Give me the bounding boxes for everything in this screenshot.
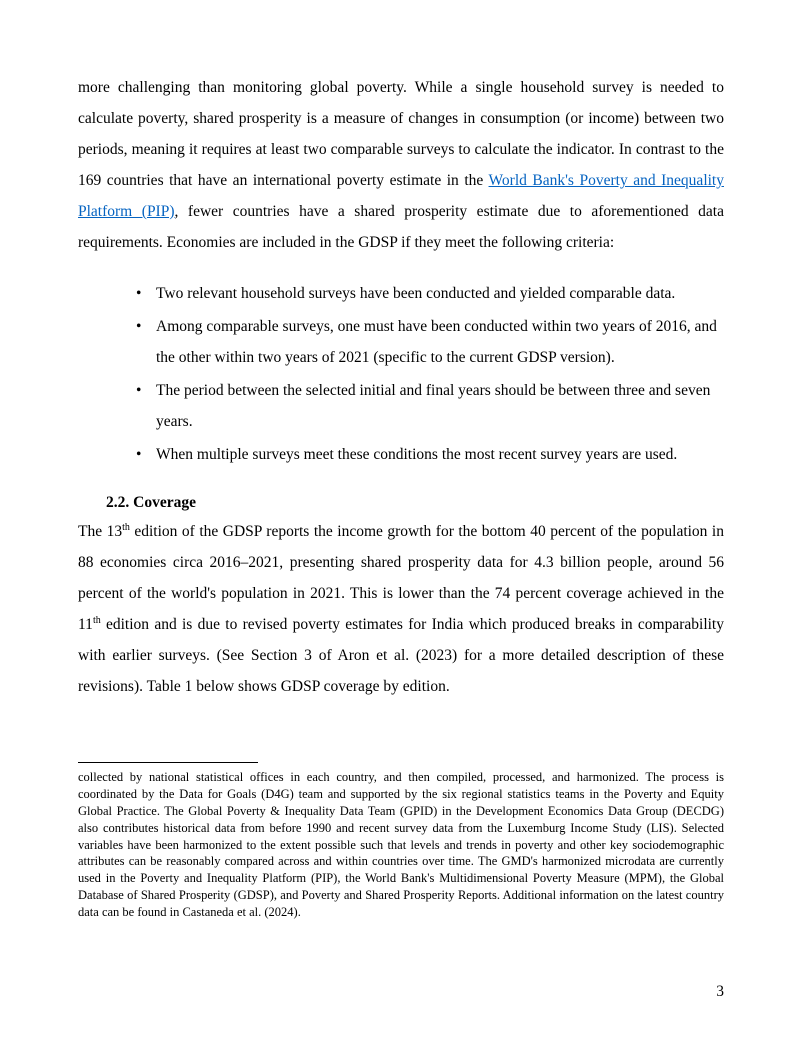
list-item: Among comparable surveys, one must have …: [136, 311, 724, 373]
para2-text-3: edition and is due to revised poverty es…: [78, 616, 724, 695]
list-item: When multiple surveys meet these conditi…: [136, 439, 724, 470]
section-heading-coverage: 2.2. Coverage: [106, 494, 724, 512]
criteria-list: Two relevant household surveys have been…: [78, 278, 724, 470]
footnote-divider: [78, 762, 258, 763]
superscript-th-1: th: [122, 522, 130, 533]
page-number: 3: [716, 983, 724, 1001]
intro-paragraph: more challenging than monitoring global …: [78, 72, 724, 258]
para1-text-2: , fewer countries have a shared prosperi…: [78, 203, 724, 251]
footnote-text: collected by national statistical office…: [78, 769, 724, 921]
superscript-th-2: th: [93, 615, 101, 626]
list-item: Two relevant household surveys have been…: [136, 278, 724, 309]
para2-text-1: The 13: [78, 523, 122, 540]
list-item: The period between the selected initial …: [136, 375, 724, 437]
coverage-paragraph: The 13th edition of the GDSP reports the…: [78, 516, 724, 702]
